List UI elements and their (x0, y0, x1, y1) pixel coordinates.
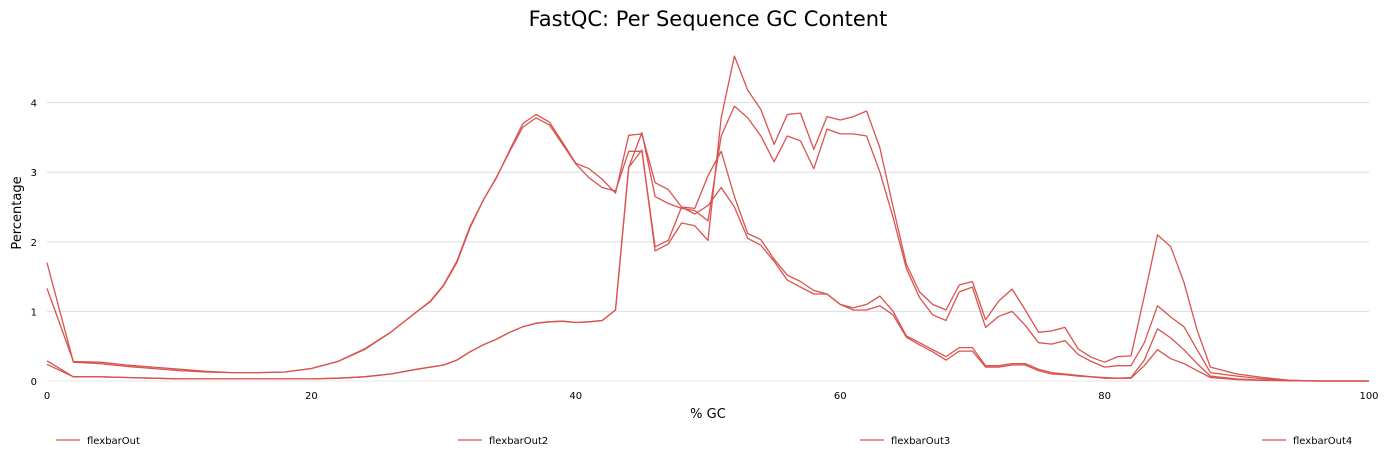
legend-label-3: flexbarOut3 (891, 436, 950, 447)
x-tick-label: 60 (834, 391, 847, 402)
x-tick-label: 20 (305, 391, 318, 402)
grid-layer (47, 102, 1369, 382)
chart-title: FastQC: Per Sequence GC Content (529, 7, 888, 31)
x-tick-label: 40 (569, 391, 582, 402)
legend-label-1: flexbarOut (87, 436, 140, 447)
x-tick-label: 0 (44, 391, 50, 402)
series-line-1 (46, 117, 1369, 382)
y-tick-label: 0 (31, 377, 37, 388)
series-layer (46, 55, 1369, 382)
x-tick-label: 100 (1359, 391, 1378, 402)
legend-label-2: flexbarOut2 (489, 436, 548, 447)
y-tick-label: 2 (31, 238, 37, 249)
y-tick-labels: 0 1 2 3 4 (31, 99, 37, 388)
x-tick-label: 80 (1098, 391, 1111, 402)
y-tick-label: 3 (31, 168, 37, 179)
y-tick-label: 1 (31, 307, 37, 318)
legend-label-4: flexbarOut4 (1293, 436, 1352, 447)
legend: flexbarOut flexbarOut2 flexbarOut3 flexbarO… (56, 436, 1352, 447)
x-axis-label: % GC (690, 407, 726, 422)
series-line-2 (46, 113, 1369, 382)
x-tick-labels: 0 20 40 60 80 100 (44, 391, 1379, 402)
y-axis-label: Percentage (10, 176, 25, 249)
y-tick-label: 4 (31, 99, 37, 110)
series-line-4 (46, 105, 1369, 382)
